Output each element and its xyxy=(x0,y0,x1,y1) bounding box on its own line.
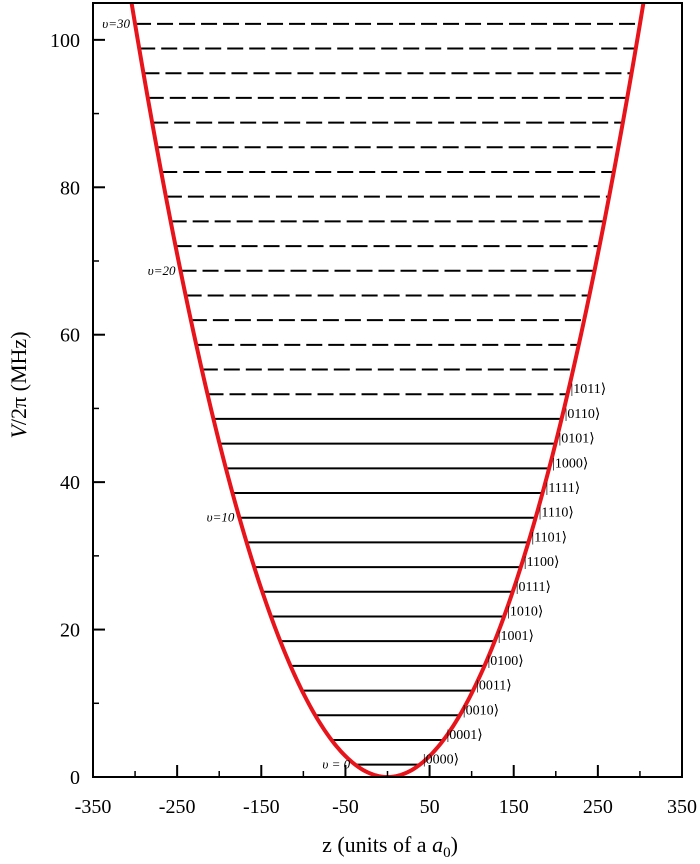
level-label-10: υ=10 xyxy=(207,510,235,525)
energy-levels xyxy=(135,22,640,766)
y-tick-label: 80 xyxy=(60,177,80,199)
level-label-0: υ = 0 xyxy=(322,757,350,772)
axes: -350 -250 -150 -50 50 150 250 350 0 20 40 60 80 100 xyxy=(50,2,697,818)
x-tick-label: 150 xyxy=(499,796,529,818)
y-tick-label: 100 xyxy=(50,30,80,52)
state-label-0: |0000⟩ xyxy=(423,753,459,768)
x-tick-label: 250 xyxy=(583,796,613,818)
potential-curve xyxy=(129,3,646,777)
state-label-14: |0110⟩ xyxy=(565,407,601,422)
state-label-1: |0001⟩ xyxy=(446,728,482,743)
potential-curve-group xyxy=(129,3,646,777)
state-label-2: |0010⟩ xyxy=(463,703,499,718)
x-tick-label: -50 xyxy=(332,796,359,818)
level-label-30: υ=30 xyxy=(102,16,130,31)
y-axis-title: V/2π (MHz) xyxy=(6,331,31,438)
state-label-10: |1110⟩ xyxy=(539,506,574,521)
state-label-13: |0101⟩ xyxy=(558,432,594,447)
state-label-15: |1011⟩ xyxy=(570,382,606,397)
x-tick-label: -350 xyxy=(75,796,112,818)
state-label-12: |1000⟩ xyxy=(552,456,588,471)
state-label-5: |1001⟩ xyxy=(498,629,534,644)
y-tick-label: 60 xyxy=(60,325,80,347)
state-label-8: |1100⟩ xyxy=(524,555,560,570)
state-label-3: |0011⟩ xyxy=(476,679,512,694)
state-label-6: |1010⟩ xyxy=(507,604,543,619)
x-tick-label: 350 xyxy=(667,796,697,818)
y-tick-label: 40 xyxy=(60,472,80,494)
x-tick-label: -250 xyxy=(159,796,196,818)
state-label-4: |0100⟩ xyxy=(487,654,523,669)
state-label-11: |1111⟩ xyxy=(546,481,581,496)
state-label-7: |0111⟩ xyxy=(516,580,551,595)
state-label-9: |1101⟩ xyxy=(531,530,567,545)
x-axis-title: z (units of a a0) xyxy=(322,832,458,861)
x-tick-label: -150 xyxy=(243,796,280,818)
x-tick-label: 50 xyxy=(420,796,440,818)
y-tick-label: 0 xyxy=(70,767,80,789)
annotations: υ = 0 υ=10 υ=20 υ=30 |0000⟩ |0001⟩ |0010⟩ |0011… xyxy=(102,16,606,772)
y-tick-label: 20 xyxy=(60,620,80,642)
level-label-20: υ=20 xyxy=(148,263,176,278)
